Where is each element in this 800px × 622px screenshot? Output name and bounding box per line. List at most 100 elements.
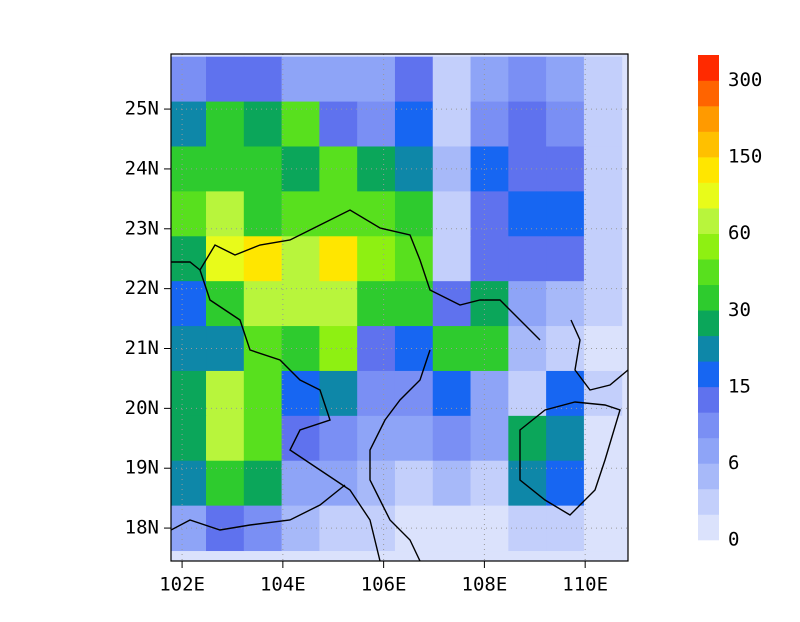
field-cell	[281, 191, 320, 237]
field-cell	[394, 281, 434, 327]
field-cell	[171, 415, 207, 462]
y-tick-label: 18N	[125, 517, 159, 539]
field-cell	[281, 505, 320, 552]
field-cell	[243, 281, 283, 327]
field-cell	[357, 56, 396, 103]
field-cell	[394, 460, 434, 507]
field-cell	[171, 101, 207, 147]
field-cell	[394, 415, 434, 462]
colorbar-label: 6	[728, 452, 739, 474]
colorbar-swatch	[698, 335, 719, 362]
field-cell	[206, 191, 245, 237]
field-cell	[394, 191, 434, 237]
field-cell	[319, 56, 358, 103]
field-cell	[206, 370, 245, 417]
field-cell	[583, 56, 623, 103]
x-tick-label: 108E	[462, 574, 508, 596]
field-cell	[546, 191, 585, 237]
field-cell	[470, 236, 509, 282]
field-cell	[394, 101, 434, 147]
field-cell	[470, 370, 509, 417]
field-cell	[171, 281, 207, 327]
field-cell	[546, 415, 585, 462]
field-cell	[243, 101, 283, 147]
field-cell	[357, 460, 396, 507]
field-cell	[206, 56, 245, 103]
field-cell	[281, 326, 320, 372]
colorbar-swatch	[698, 361, 719, 388]
field-cell	[281, 281, 320, 327]
field-cell	[508, 191, 547, 237]
field-cell	[171, 56, 207, 103]
field-cell	[171, 460, 207, 507]
colorbar-swatch	[698, 106, 719, 132]
field-cell	[470, 191, 509, 237]
field-cell	[281, 370, 320, 417]
colorbar-label: 60	[728, 222, 751, 244]
field-cell	[394, 370, 434, 417]
field-cell	[394, 326, 434, 372]
field-cell	[171, 326, 207, 372]
y-tick-label: 21N	[125, 337, 159, 359]
field-cell	[470, 415, 509, 462]
field-cell	[432, 56, 472, 103]
field-cell	[508, 415, 547, 462]
field-cell	[281, 101, 320, 147]
field-cell	[243, 236, 283, 282]
colorbar-swatch	[698, 310, 719, 337]
colorbar-swatch	[698, 412, 719, 439]
field-cell	[206, 101, 245, 147]
field-cell	[583, 191, 623, 237]
coastlines	[171, 209, 628, 561]
colorbar-swatch	[698, 437, 719, 464]
y-tick-label: 25N	[125, 98, 159, 120]
field-cell	[394, 505, 434, 552]
field-cell	[508, 56, 547, 103]
colorbar-swatch	[698, 80, 719, 107]
field-cell	[508, 146, 547, 192]
colorbar-label: 30	[728, 299, 751, 321]
colorbar-label: 0	[728, 529, 739, 551]
field-cell	[206, 146, 245, 192]
field-cell	[508, 236, 547, 282]
field-cell	[319, 101, 358, 147]
field-cell	[319, 460, 358, 507]
field-cell	[206, 460, 245, 507]
field-cell	[319, 415, 358, 462]
field-cell	[243, 370, 283, 417]
x-tick-label: 102E	[159, 574, 205, 596]
colorbar: 0 6 15 30 60 150 300	[698, 55, 762, 551]
colorbar-swatch	[698, 514, 719, 541]
field	[171, 54, 628, 561]
x-tick-label: 110E	[562, 574, 608, 596]
field-cell	[206, 326, 245, 372]
colorbar-swatch	[698, 157, 719, 183]
y-tick-label: 23N	[125, 217, 159, 239]
field-cell	[508, 370, 547, 417]
field-cell	[243, 56, 283, 103]
field-cell	[281, 415, 320, 462]
field-cell	[470, 101, 509, 147]
field-cell	[357, 281, 396, 327]
field-cell	[432, 460, 472, 507]
field-cell	[243, 460, 283, 507]
field-cell	[432, 415, 472, 462]
colorbar-swatch	[698, 259, 719, 286]
field-cell	[394, 236, 434, 282]
field-cell	[171, 146, 207, 192]
field-cell	[508, 460, 547, 507]
field-cell	[583, 146, 623, 192]
field-cell	[206, 505, 245, 552]
field-cell	[319, 236, 358, 282]
field-cell	[357, 236, 396, 282]
field-cell	[243, 415, 283, 462]
field-cell	[432, 191, 472, 237]
field-cell	[432, 236, 472, 282]
field-cell	[470, 56, 509, 103]
field-cell	[546, 56, 585, 103]
field-cell	[546, 146, 585, 192]
x-tick-label: 106E	[361, 574, 407, 596]
field-cell	[171, 370, 207, 417]
field-cell	[508, 505, 547, 552]
